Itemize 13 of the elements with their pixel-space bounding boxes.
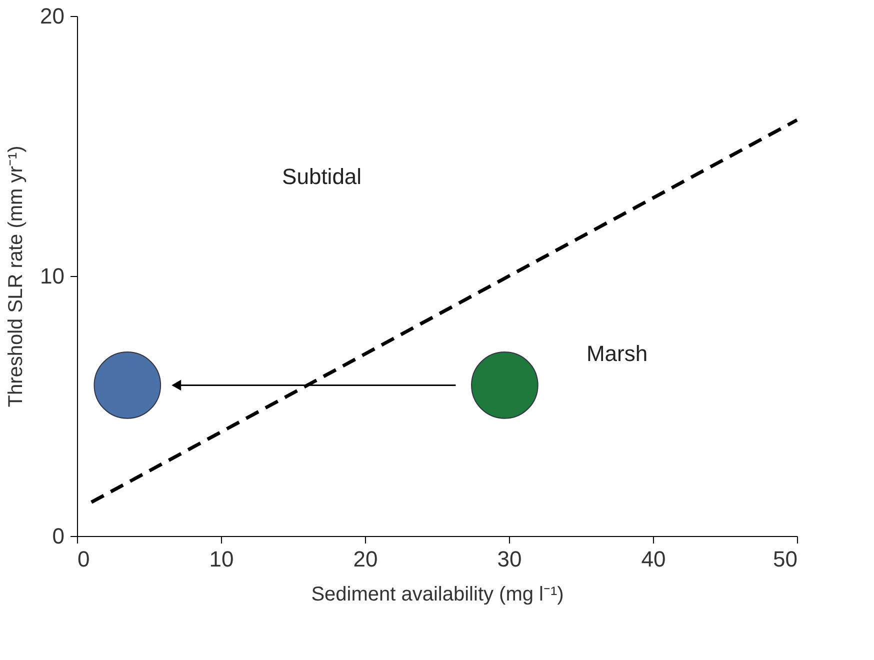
x-tick-label: 50 <box>773 546 798 572</box>
x-tick-label: 0 <box>78 546 90 572</box>
y-axis-title: Threshold SLR rate (mm yr⁻¹) <box>5 146 28 408</box>
annotation: Subtidal <box>282 164 362 190</box>
x-tick-label: 20 <box>353 546 378 572</box>
x-tick-label: 10 <box>209 546 234 572</box>
x-tick-label: 30 <box>497 546 522 572</box>
y-tick-label: 10 <box>40 264 64 288</box>
x-axis-title: Sediment availability (mg l⁻¹) <box>311 584 564 606</box>
y-tick-label: 20 <box>40 4 64 28</box>
y-tick-label: 0 <box>52 524 64 548</box>
x-tick-label: 40 <box>641 546 666 572</box>
annotation: Marsh <box>586 341 648 366</box>
